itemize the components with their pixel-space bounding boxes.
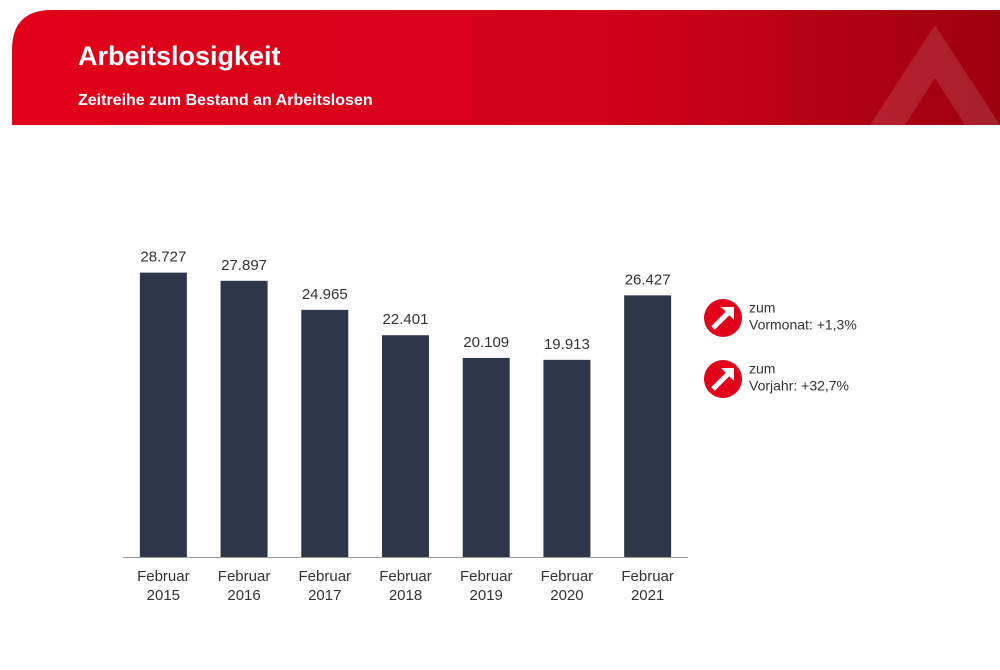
value-label: 19.913 xyxy=(544,336,590,353)
x-tick-label: Februar xyxy=(621,568,674,585)
bar xyxy=(462,357,510,557)
bar xyxy=(220,280,268,557)
arrow xyxy=(711,371,731,391)
x-tick-label: 2017 xyxy=(308,587,341,604)
bar xyxy=(301,309,349,557)
x-tick-label: 2016 xyxy=(227,587,260,604)
x-tick-label: Februar xyxy=(460,568,513,585)
value-label: 22.401 xyxy=(383,311,429,328)
x-tick-label: 2018 xyxy=(389,587,422,604)
bar xyxy=(543,359,591,557)
header-band xyxy=(12,10,1000,125)
x-tick-label: 2021 xyxy=(631,587,664,604)
bar xyxy=(139,272,187,557)
annotation-text: zum xyxy=(749,361,775,377)
value-label: 24.965 xyxy=(302,286,348,303)
annotation-text: zum xyxy=(749,300,775,316)
x-tick-label: Februar xyxy=(218,568,271,585)
arrow-head xyxy=(721,307,734,320)
x-tick-label: 2020 xyxy=(550,587,583,604)
x-tick-label: Februar xyxy=(137,568,190,585)
logo xyxy=(870,25,1000,125)
value-label: 20.109 xyxy=(463,334,509,351)
subtitle: Zeitreihe zum Bestand an Arbeitslosen xyxy=(78,92,373,109)
value-label: 26.427 xyxy=(625,271,671,288)
x-tick-label: Februar xyxy=(541,568,594,585)
x-tick-label: 2019 xyxy=(470,587,503,604)
annotation-text: Vorjahr: +32,7% xyxy=(749,378,849,394)
title: Arbeitslosigkeit xyxy=(78,41,281,71)
bar xyxy=(624,295,672,557)
x-tick-label: 2015 xyxy=(147,587,180,604)
value-label: 27.897 xyxy=(221,257,267,274)
arrow xyxy=(711,310,731,330)
x-tick-label: Februar xyxy=(299,568,352,585)
x-tick-label: Februar xyxy=(379,568,432,585)
bar xyxy=(382,335,429,557)
value-label: 28.727 xyxy=(140,249,186,266)
arrow-head xyxy=(721,368,734,381)
annotation-text: Vormonat: +1,3% xyxy=(749,317,857,333)
